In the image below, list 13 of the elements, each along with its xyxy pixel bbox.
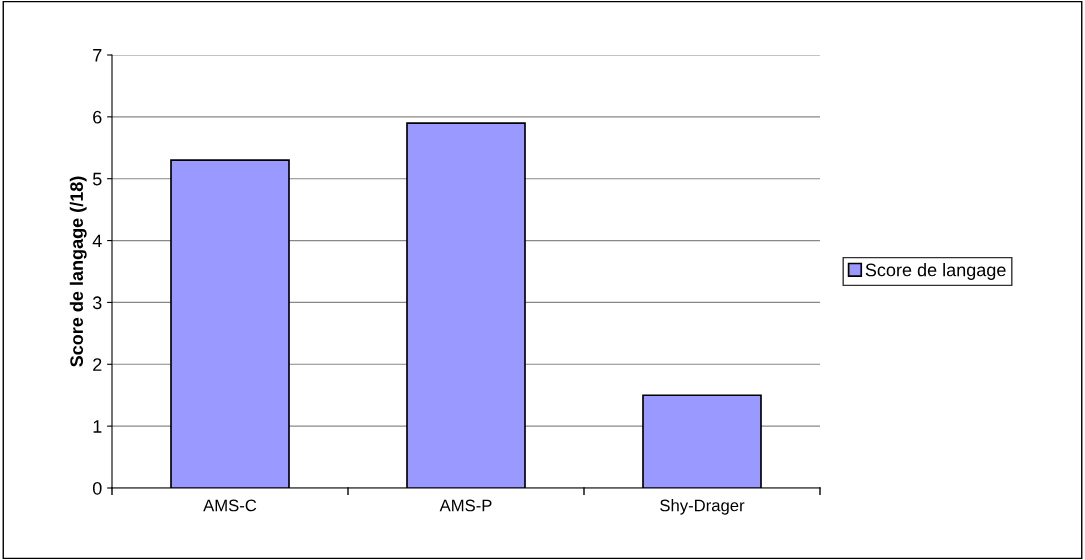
y-tick-label: 0 — [92, 481, 102, 495]
legend-label: Score de langage — [865, 263, 1006, 280]
x-tick-label: Shy-Drager — [660, 499, 745, 515]
y-tick-label: 2 — [93, 358, 102, 371]
y-tick-label: 4 — [92, 234, 102, 248]
y-tick-label: 6 — [93, 110, 102, 124]
y-tick-label: 1 — [93, 420, 102, 433]
x-tick-label: AMS-P — [439, 499, 492, 512]
y-tick-label: 7 — [93, 49, 102, 62]
y-tick-label: 3 — [92, 296, 102, 310]
y-axis-title: Score de langage (/18) — [69, 176, 87, 367]
x-tick-label: AMS-C — [203, 499, 257, 512]
y-tick-label: 5 — [92, 172, 102, 186]
